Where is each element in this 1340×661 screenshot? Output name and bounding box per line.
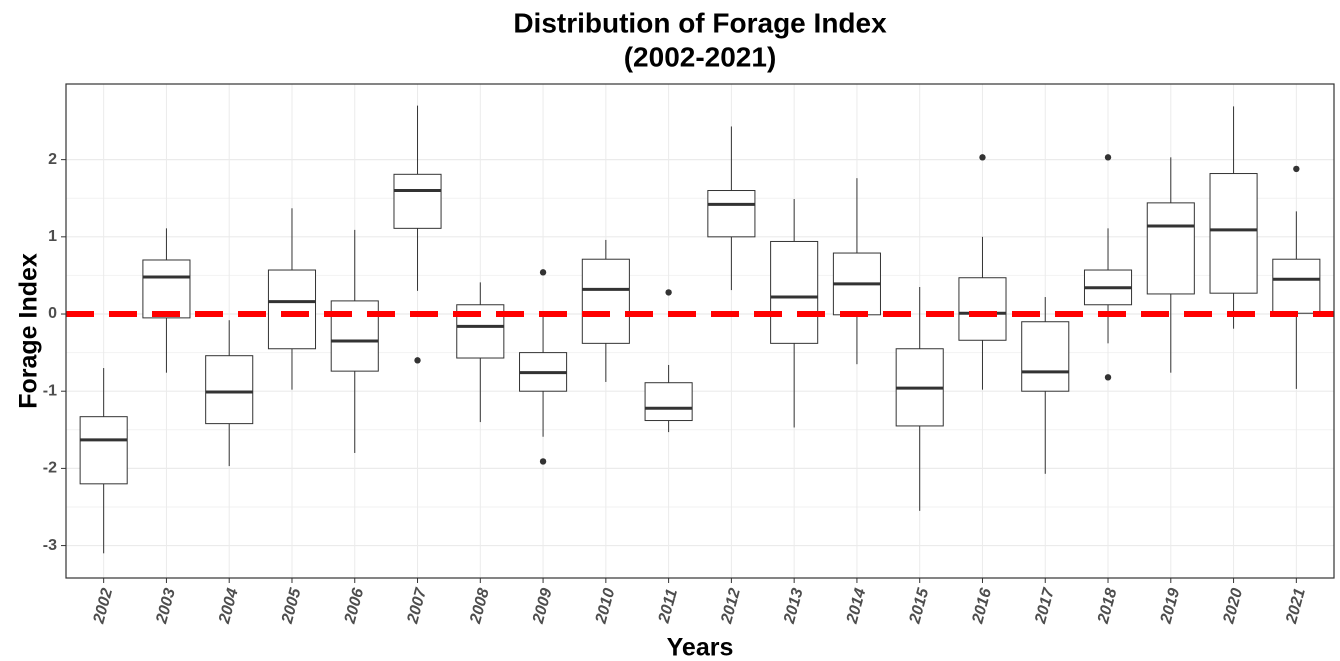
x-tick-label: 2003 xyxy=(153,586,179,626)
box xyxy=(581,258,630,344)
x-axis-title: Years xyxy=(667,634,734,661)
x-tick-label: 2007 xyxy=(404,585,430,626)
y-tick-label: -1 xyxy=(43,382,57,399)
outlier xyxy=(1293,165,1300,173)
box xyxy=(79,416,128,485)
x-tick-label: 2002 xyxy=(90,586,116,626)
x-tick-label: 2004 xyxy=(216,586,242,626)
outlier xyxy=(1104,154,1112,161)
x-tick-label: 2008 xyxy=(467,586,493,626)
x-tick-label: 2015 xyxy=(906,585,932,626)
box xyxy=(770,240,819,344)
y-tick-label: -2 xyxy=(43,460,57,477)
chart-title: Distribution of Forage Index xyxy=(513,7,887,38)
chart-subtitle: (2002-2021) xyxy=(624,41,777,72)
outlier xyxy=(979,154,986,161)
x-tick-label: 2017 xyxy=(1032,585,1058,626)
panel-border xyxy=(65,83,1335,579)
x-tick-label: 2016 xyxy=(969,586,995,626)
box xyxy=(142,259,191,319)
x-tick-label: 2006 xyxy=(341,586,367,626)
outlier xyxy=(539,269,547,276)
y-tick-label: 2 xyxy=(48,151,57,168)
y-tick-label: 1 xyxy=(48,228,57,245)
box xyxy=(1021,321,1070,392)
outlier xyxy=(539,458,547,465)
box xyxy=(267,269,317,350)
x-tick-label: 2020 xyxy=(1220,586,1246,626)
box xyxy=(958,277,1007,341)
y-tick-label: 0 xyxy=(48,305,57,322)
outlier xyxy=(665,289,672,296)
x-tick-label: 2012 xyxy=(718,586,744,626)
x-tick-label: 2021 xyxy=(1283,586,1309,626)
x-tick-label: 2010 xyxy=(592,586,618,626)
x-tick-label: 2013 xyxy=(781,586,807,626)
box xyxy=(707,190,756,238)
outlier xyxy=(1104,374,1112,381)
x-tick-label: 2014 xyxy=(844,586,870,626)
x-tick-label: 2011 xyxy=(655,587,681,626)
x-tick-label: 2005 xyxy=(279,585,305,626)
outlier xyxy=(414,357,421,364)
box xyxy=(1272,258,1321,314)
box xyxy=(205,355,254,425)
x-tick-label: 2019 xyxy=(1157,586,1183,626)
y-axis-title: Forage Index xyxy=(15,253,43,409)
box xyxy=(1209,173,1258,294)
box xyxy=(644,382,693,422)
y-tick-label: -3 xyxy=(43,537,57,554)
x-tick-label: 2009 xyxy=(530,586,556,626)
x-tick-label: 2018 xyxy=(1095,586,1121,626)
box xyxy=(1146,202,1195,295)
box xyxy=(393,173,442,229)
